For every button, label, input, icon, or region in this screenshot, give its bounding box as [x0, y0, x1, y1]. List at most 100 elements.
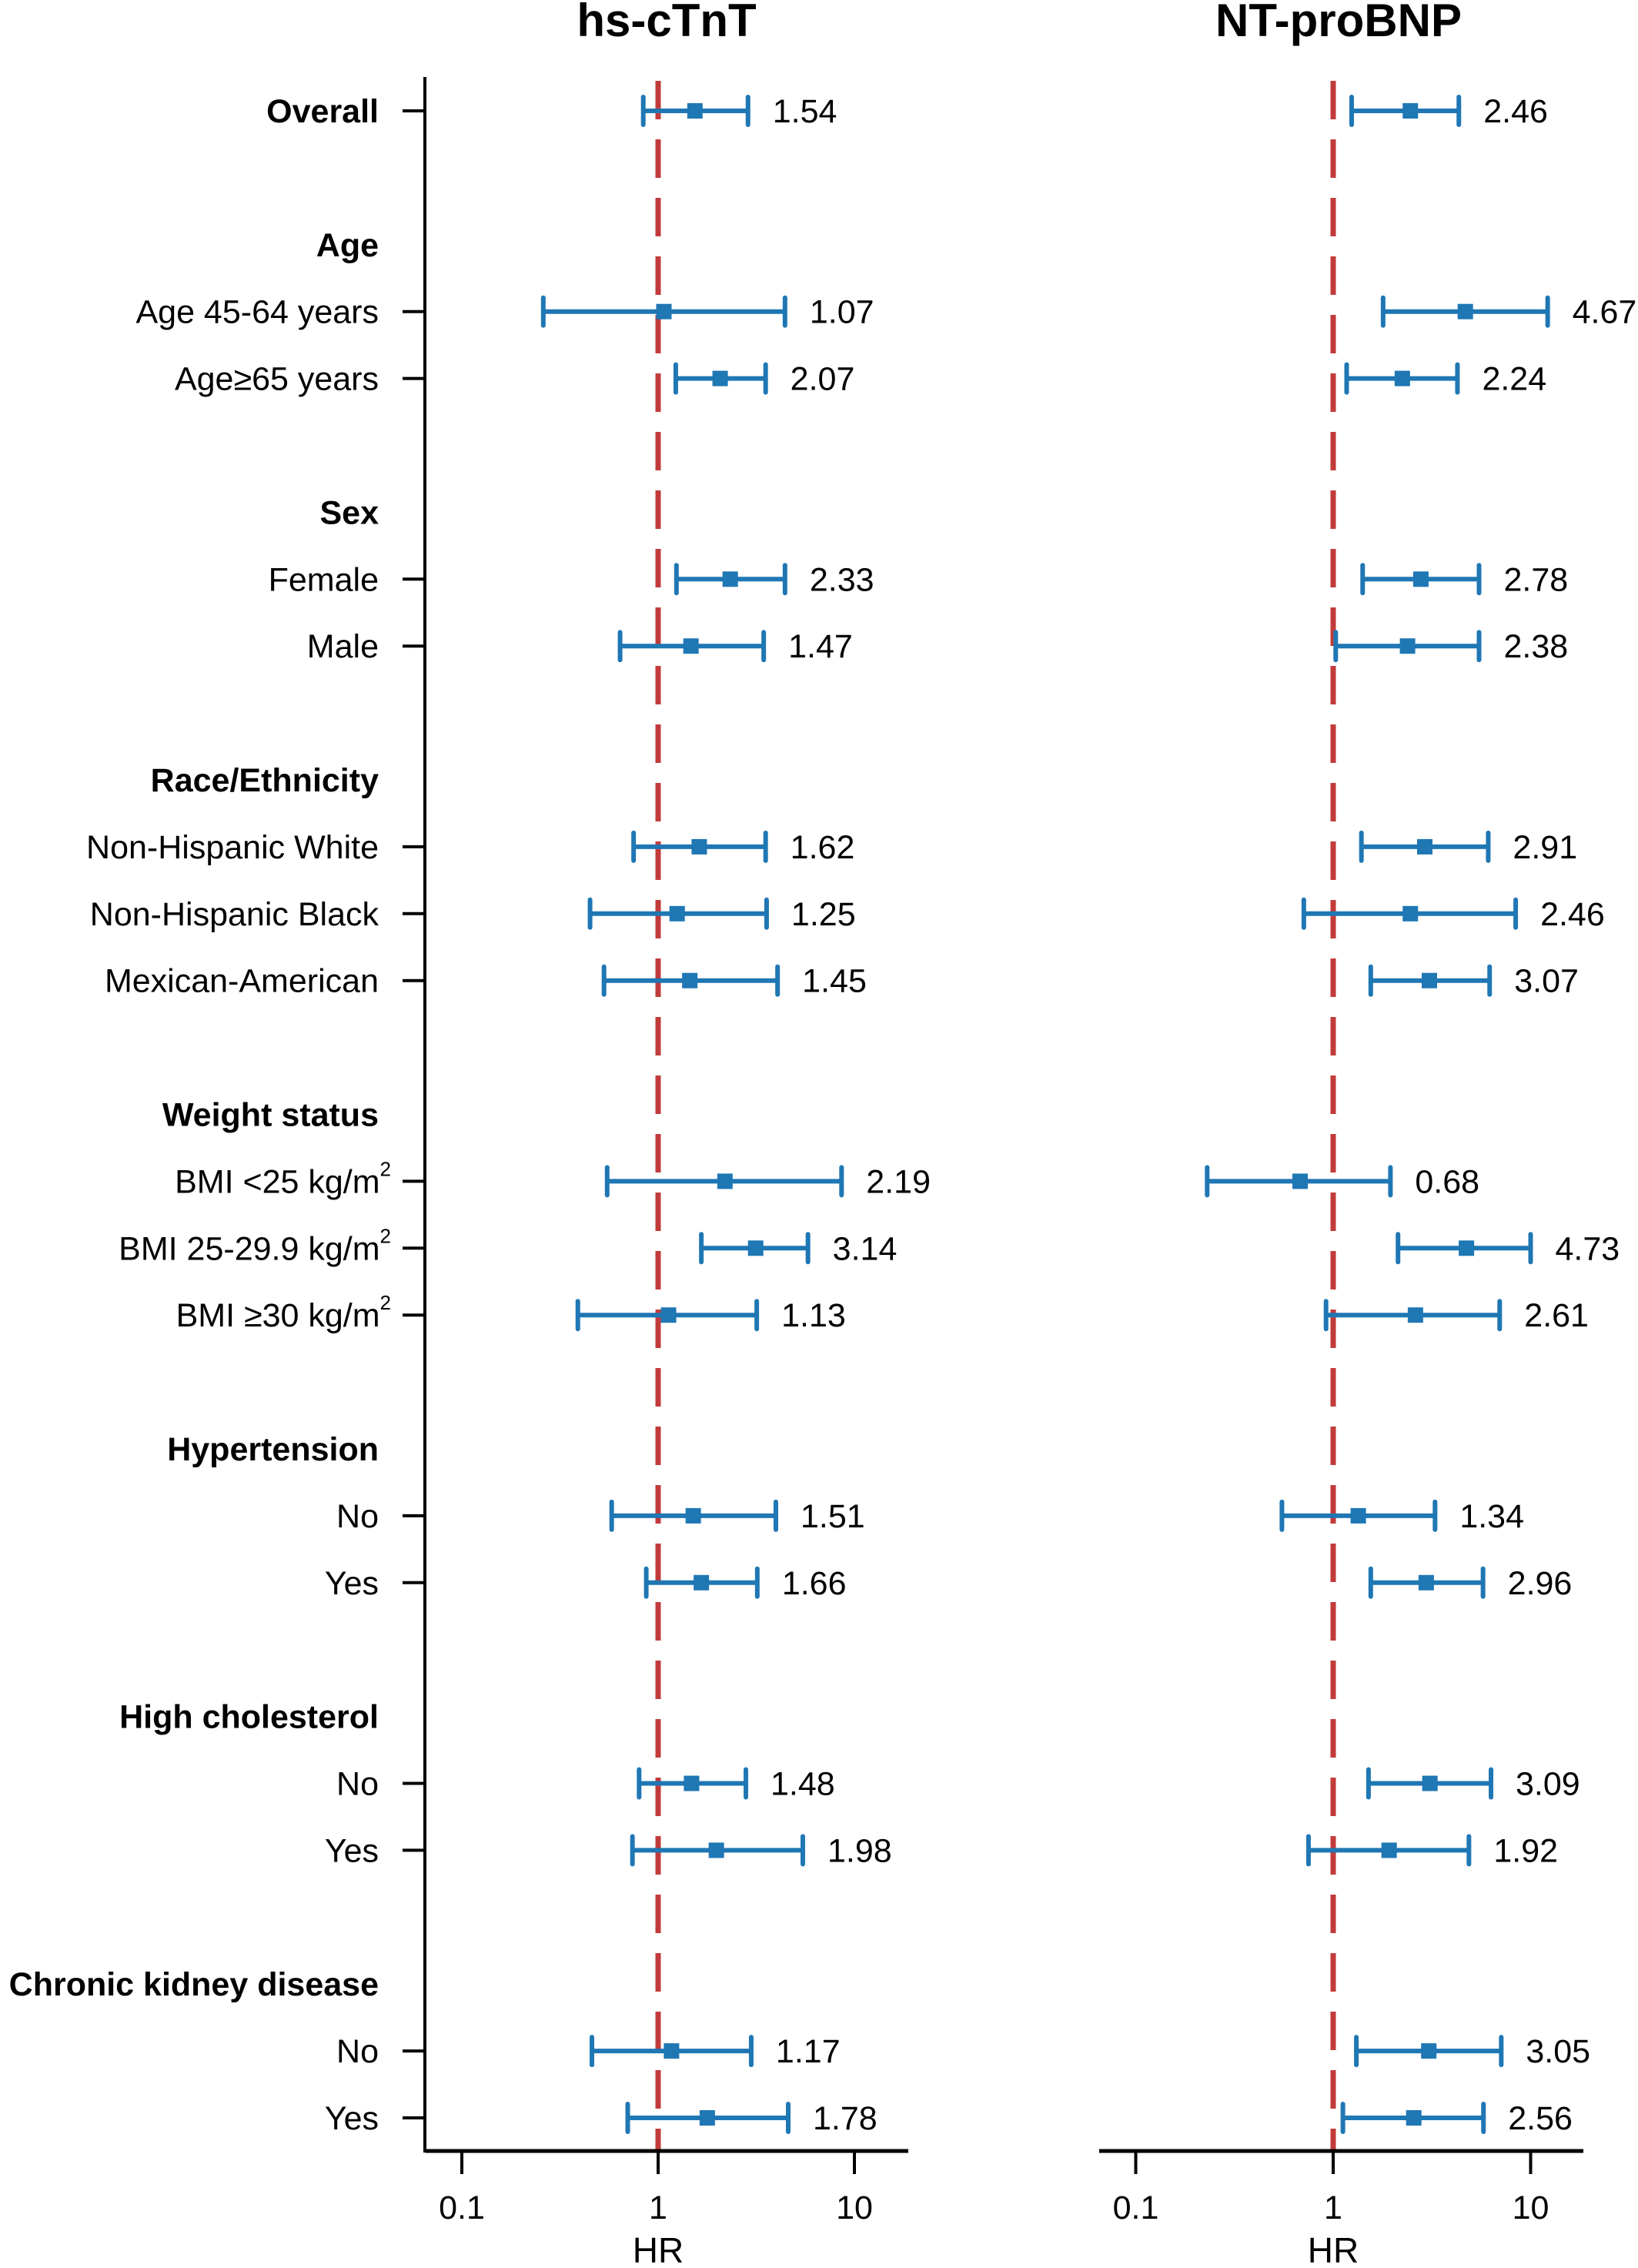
row-label: Yes — [325, 2100, 379, 2137]
row-label: Age 45-64 years — [135, 294, 379, 331]
hr-value-label: 1.07 — [810, 294, 874, 331]
hr-point-marker — [1421, 2043, 1437, 2059]
estimate-row: 2.38 — [1333, 628, 1568, 665]
hr-point-marker — [694, 1574, 710, 1591]
hr-point-marker — [685, 1507, 701, 1524]
estimate-row: 3.05 — [1354, 2033, 1590, 2070]
hr-point-marker — [1407, 1307, 1423, 1323]
x-tick-label: 1 — [1324, 2189, 1342, 2226]
x-tick-label: 0.1 — [439, 2189, 485, 2226]
estimate-row: 1.34 — [1279, 1498, 1524, 1535]
row-label: No — [336, 2033, 379, 2070]
hr-value-label: 2.91 — [1513, 829, 1577, 866]
hr-point-marker — [699, 2110, 715, 2126]
hr-point-marker — [1292, 1173, 1309, 1189]
hr-value-label: 1.13 — [781, 1297, 846, 1334]
hr-value-label: 2.24 — [1482, 361, 1546, 398]
hr-point-marker — [1418, 1574, 1434, 1591]
hr-point-marker — [691, 838, 707, 855]
hr-value-label: 2.46 — [1483, 93, 1548, 130]
row-label: Yes — [325, 1565, 379, 1602]
estimate-row: 2.56 — [1340, 2100, 1573, 2137]
row-label: Age≥65 years — [175, 361, 379, 398]
estimate-row: 1.13 — [575, 1297, 846, 1334]
row-label-text: Overall — [266, 93, 379, 130]
estimate-row: 0.68 — [1205, 1163, 1479, 1200]
panel-title-nt-probnp: NT-proBNP — [1215, 0, 1462, 46]
hr-value-label: 2.33 — [810, 561, 874, 598]
estimate-row: 2.19 — [604, 1163, 931, 1200]
row-label-text: Hypertension — [167, 1431, 379, 1468]
row-label-text: Yes — [325, 1832, 379, 1869]
group-header-label: Overall — [266, 93, 379, 130]
hr-value-label: 1.98 — [827, 1832, 892, 1869]
row-label: Mexican-American — [105, 963, 379, 1000]
hr-point-marker — [1381, 1842, 1397, 1858]
group-header-label: Hypertension — [167, 1431, 379, 1468]
group-header-label: Chronic kidney disease — [9, 1966, 379, 2003]
group-header-label: Weight status — [162, 1097, 379, 1134]
row-label-text: BMI 25-29.9 kg/m — [119, 1230, 379, 1267]
row-label-text: Non-Hispanic White — [86, 829, 379, 866]
row-label-text: No — [336, 2033, 379, 2070]
x-tick-label: 1 — [649, 2189, 667, 2226]
hr-value-label: 2.46 — [1540, 896, 1605, 933]
row-label-text: Sex — [319, 494, 379, 531]
hr-point-marker — [1412, 571, 1429, 587]
row-label-text: No — [336, 1498, 379, 1535]
hr-point-marker — [684, 1775, 700, 1791]
estimate-row: 1.78 — [625, 2100, 878, 2137]
estimate-row: 1.98 — [630, 1832, 892, 1869]
row-label: Non-Hispanic Black — [90, 896, 379, 933]
superscript: 2 — [380, 1157, 391, 1180]
estimate-row: 4.73 — [1396, 1230, 1620, 1267]
estimate-row: 2.24 — [1344, 361, 1546, 398]
row-label: Male — [307, 628, 379, 665]
hr-point-marker — [1421, 972, 1437, 988]
estimate-row: 2.96 — [1368, 1565, 1573, 1602]
row-label-text: Male — [307, 628, 379, 665]
row-label-text: Non-Hispanic Black — [90, 896, 379, 933]
group-header-label: Age — [316, 227, 379, 264]
superscript: 2 — [380, 1224, 391, 1247]
row-label: Yes — [325, 1832, 379, 1869]
hr-value-label: 1.17 — [776, 2033, 841, 2070]
hr-value-label: 2.78 — [1503, 561, 1568, 598]
hr-value-label: 1.66 — [782, 1565, 847, 1602]
estimate-row: 1.62 — [631, 829, 855, 866]
hr-value-label: 0.68 — [1415, 1163, 1479, 1200]
row-label-text: Yes — [325, 2100, 379, 2137]
row-label-text: Mexican-American — [105, 963, 379, 1000]
estimate-row: 2.46 — [1301, 896, 1605, 933]
hr-value-label: 1.62 — [791, 829, 855, 866]
group-header-label: Sex — [319, 494, 379, 531]
estimate-row: 1.45 — [601, 963, 867, 1000]
estimate-row: 1.17 — [590, 2033, 841, 2070]
row-label-text: Age 45-64 years — [135, 294, 379, 331]
row-label-text: Weight status — [162, 1097, 379, 1134]
row-label-text: BMI ≥30 kg/m — [176, 1297, 380, 1334]
group-header-label: High cholesterol — [119, 1699, 379, 1736]
panel-nt-probnp: 0.1 1 10 HR 2.46 4.67 2.24 2.78 2.38 2.91 2.46 3.07… — [1099, 81, 1636, 2268]
hr-point-marker — [669, 905, 685, 922]
hr-point-marker — [683, 638, 699, 654]
panel-hs-ctnt: 0.1 1 10 HR 1.54 1.07 2.07 2.33 1.47 1.62 1.25 1.45… — [426, 81, 931, 2268]
hr-value-label: 2.61 — [1524, 1297, 1589, 1334]
estimate-row: 2.91 — [1359, 829, 1577, 866]
hr-value-label: 1.48 — [771, 1766, 835, 1803]
panel-title-hs-ctnt: hs-cTnT — [577, 0, 756, 46]
row-label-text: Age≥65 years — [175, 361, 379, 398]
hr-point-marker — [717, 1173, 733, 1189]
y-axis: Overall Age Age 45-64 years Age≥65 years Sex… — [9, 77, 426, 2153]
estimate-row: 2.33 — [674, 561, 874, 598]
estimate-row: 2.46 — [1349, 93, 1548, 130]
hr-value-label: 1.92 — [1493, 1832, 1558, 1869]
x-tick-label: 0.1 — [1113, 2189, 1159, 2226]
hr-point-marker — [1402, 103, 1419, 119]
group-header-label: Race/Ethnicity — [151, 762, 379, 799]
x-tick-label: 10 — [1513, 2189, 1549, 2226]
hr-value-label: 2.96 — [1508, 1565, 1573, 1602]
hr-value-label: 1.45 — [802, 963, 867, 1000]
hr-value-label: 2.07 — [791, 361, 855, 398]
hr-value-label: 1.34 — [1459, 1498, 1524, 1535]
